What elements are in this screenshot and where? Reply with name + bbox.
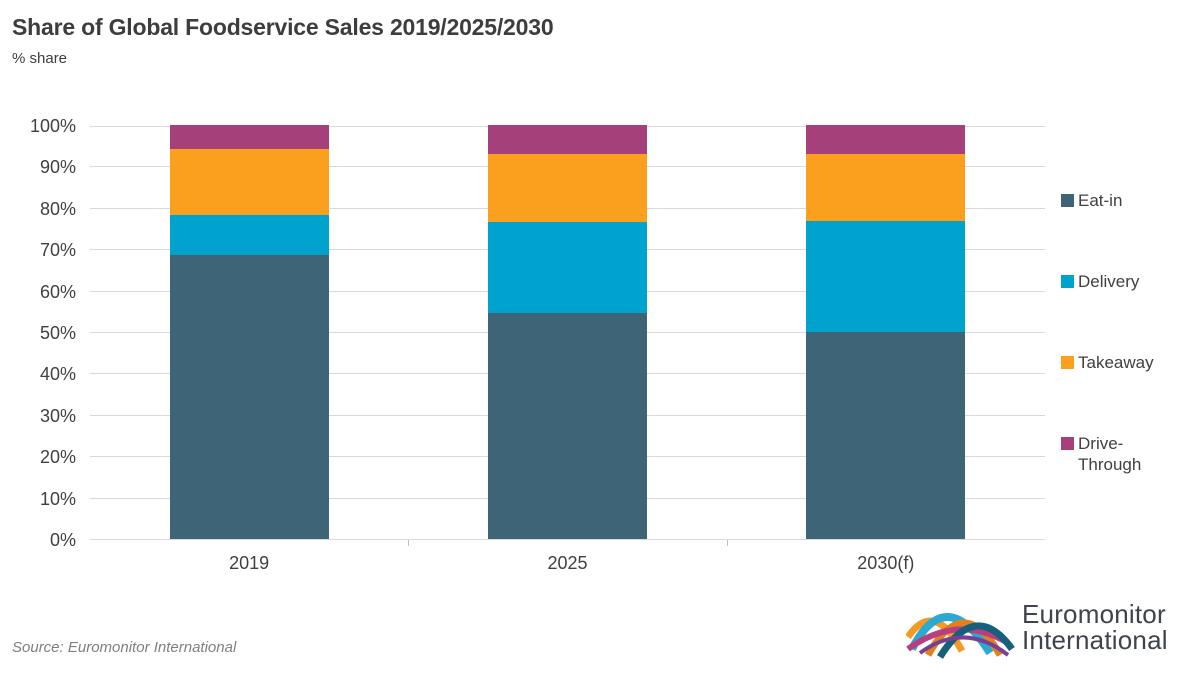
euromonitor-logo-arcs-icon: [906, 613, 1015, 659]
legend-label: Eat-in: [1078, 191, 1123, 210]
euromonitor-logo-text: Euromonitor International: [1022, 601, 1168, 653]
legend-swatch-icon: [1061, 194, 1074, 207]
bar-segment-2030(f)-eat-in: [806, 332, 966, 539]
x-tick-label-2019: 2019: [229, 553, 270, 573]
logo-line-2: International: [1022, 625, 1168, 655]
bar-2025: [488, 125, 647, 539]
y-tick-label-40: 40%: [39, 364, 76, 385]
bar-segment-2019-takeaway: [169, 148, 329, 216]
bar-segment-2025-eat-in: [488, 312, 647, 539]
legend-item-takeaway: Takeaway: [1061, 352, 1154, 373]
y-tick-label-20: 20%: [39, 447, 76, 468]
plot-area: [90, 125, 1045, 540]
bar-segment-2019-delivery: [169, 215, 329, 256]
y-tick-label-0: 0%: [49, 530, 76, 550]
x-axis-tick: [726, 540, 728, 546]
legend-item-drive-through: Drive-Through: [1061, 433, 1162, 475]
x-tick-label-2025: 2025: [547, 553, 588, 573]
bar-segment-2030(f)-takeaway: [806, 154, 966, 221]
legend-label: Delivery: [1078, 272, 1140, 291]
euromonitor-logo: Euromonitor International: [906, 597, 1196, 663]
x-axis-tick: [408, 540, 410, 546]
bar-segment-2019-drive-through: [169, 125, 329, 149]
legend-label: Takeaway: [1078, 353, 1154, 372]
y-tick-label-60: 60%: [39, 281, 76, 302]
bar-2019: [169, 125, 329, 539]
y-tick-label-90: 90%: [39, 157, 76, 178]
y-tick-label-50: 50%: [39, 323, 76, 343]
bar-segment-2025-drive-through: [488, 125, 647, 155]
bar-segment-2030(f)-drive-through: [806, 125, 966, 154]
y-tick-label-80: 80%: [39, 198, 76, 219]
legend-label: Drive-Through: [1078, 434, 1142, 474]
gridline-0: [90, 539, 1045, 540]
x-tick-label-2030(f): 2030(f): [857, 553, 915, 573]
bar-segment-2030(f)-delivery: [806, 220, 966, 332]
bar-segment-2019-eat-in: [169, 255, 329, 539]
bar-2030(f): [806, 125, 966, 539]
y-tick-label-10: 10%: [39, 488, 76, 509]
bar-segment-2025-delivery: [488, 222, 647, 313]
legend-swatch-icon: [1061, 356, 1074, 369]
y-tick-label-70: 70%: [39, 240, 76, 261]
y-tick-label-30: 30%: [39, 405, 76, 426]
y-tick-label-100: 100%: [29, 116, 76, 136]
legend-swatch-icon: [1061, 437, 1074, 450]
bar-segment-2025-takeaway: [488, 154, 647, 223]
legend-item-delivery: Delivery: [1061, 271, 1139, 292]
legend-item-eat-in: Eat-in: [1061, 190, 1122, 211]
chart-title: Share of Global Foodservice Sales 2019/2…: [12, 14, 554, 40]
logo-line-1: Euromonitor: [1022, 599, 1166, 629]
source-text: Source: Euromonitor International: [12, 639, 237, 656]
legend-swatch-icon: [1061, 275, 1074, 288]
chart-subtitle: % share: [12, 50, 68, 67]
